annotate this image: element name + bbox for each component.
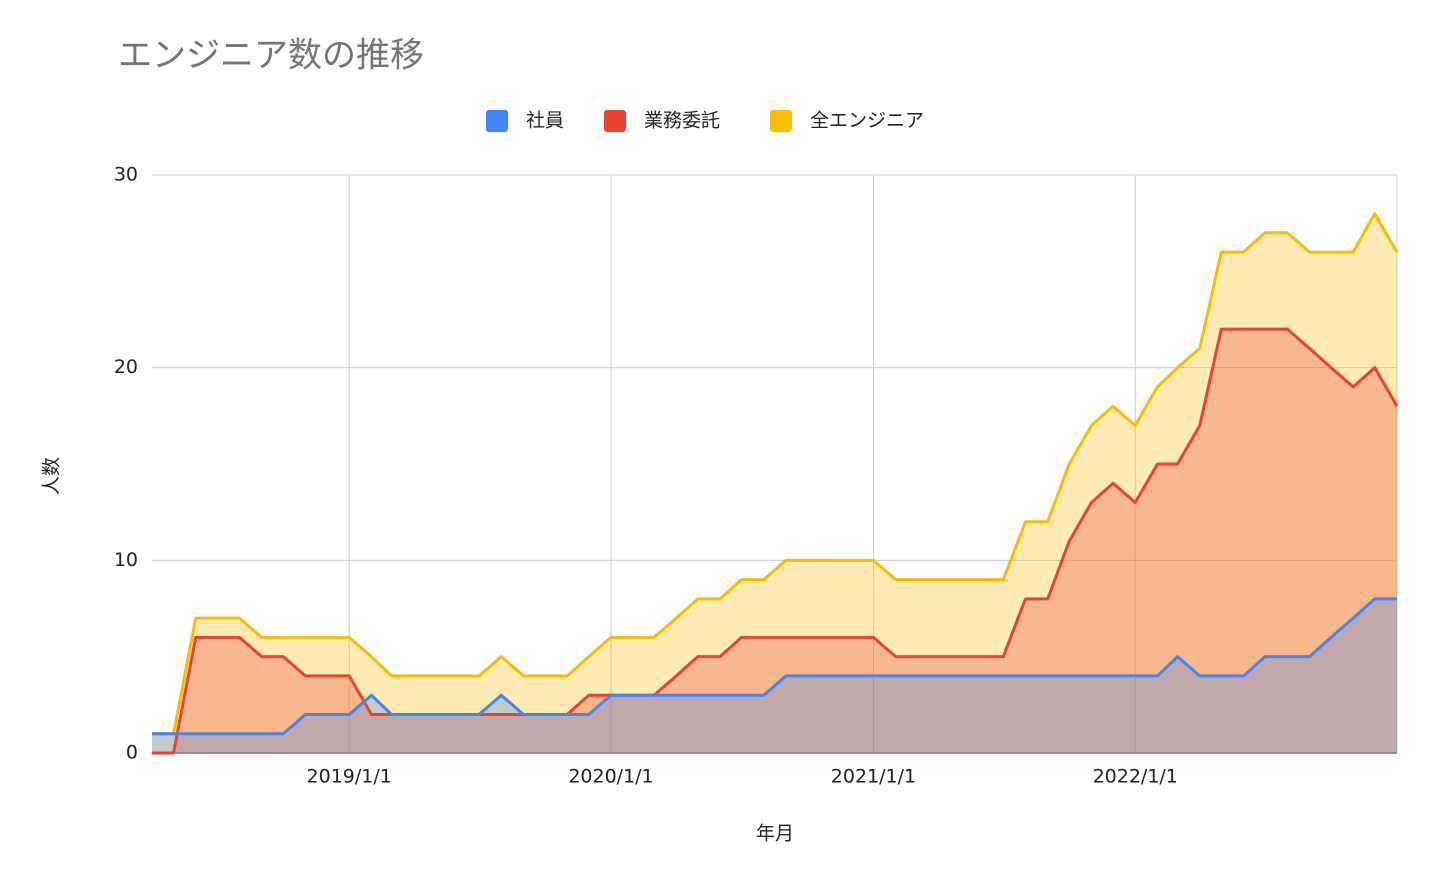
x-tick-label: 2021/1/1 — [831, 766, 916, 788]
y-tick-label: 10 — [114, 549, 138, 571]
y-tick-label: 30 — [114, 164, 138, 186]
area — [152, 213, 1397, 754]
line — [152, 212, 1399, 736]
y-tick-label: 0 — [126, 742, 138, 764]
legend-swatch — [486, 110, 508, 132]
legend-label: 業務委託 — [644, 110, 720, 132]
area — [152, 329, 1397, 753]
line — [152, 327, 1399, 755]
legend-label: 全エンジニア — [810, 110, 924, 132]
legend-swatch — [770, 110, 792, 132]
x-tick-label: 2022/1/1 — [1093, 766, 1178, 788]
legend-swatch — [604, 110, 626, 132]
y-tick-label: 20 — [114, 356, 138, 378]
y-axis-label: 人数 — [41, 457, 63, 495]
legend-label: 社員 — [526, 110, 564, 132]
line — [152, 597, 1397, 736]
x-tick-label: 2019/1/1 — [307, 766, 392, 788]
x-axis-label: 年月 — [756, 823, 794, 845]
chart-title: エンジニア数の推移 — [118, 36, 424, 76]
x-tick-label: 2020/1/1 — [568, 766, 653, 788]
